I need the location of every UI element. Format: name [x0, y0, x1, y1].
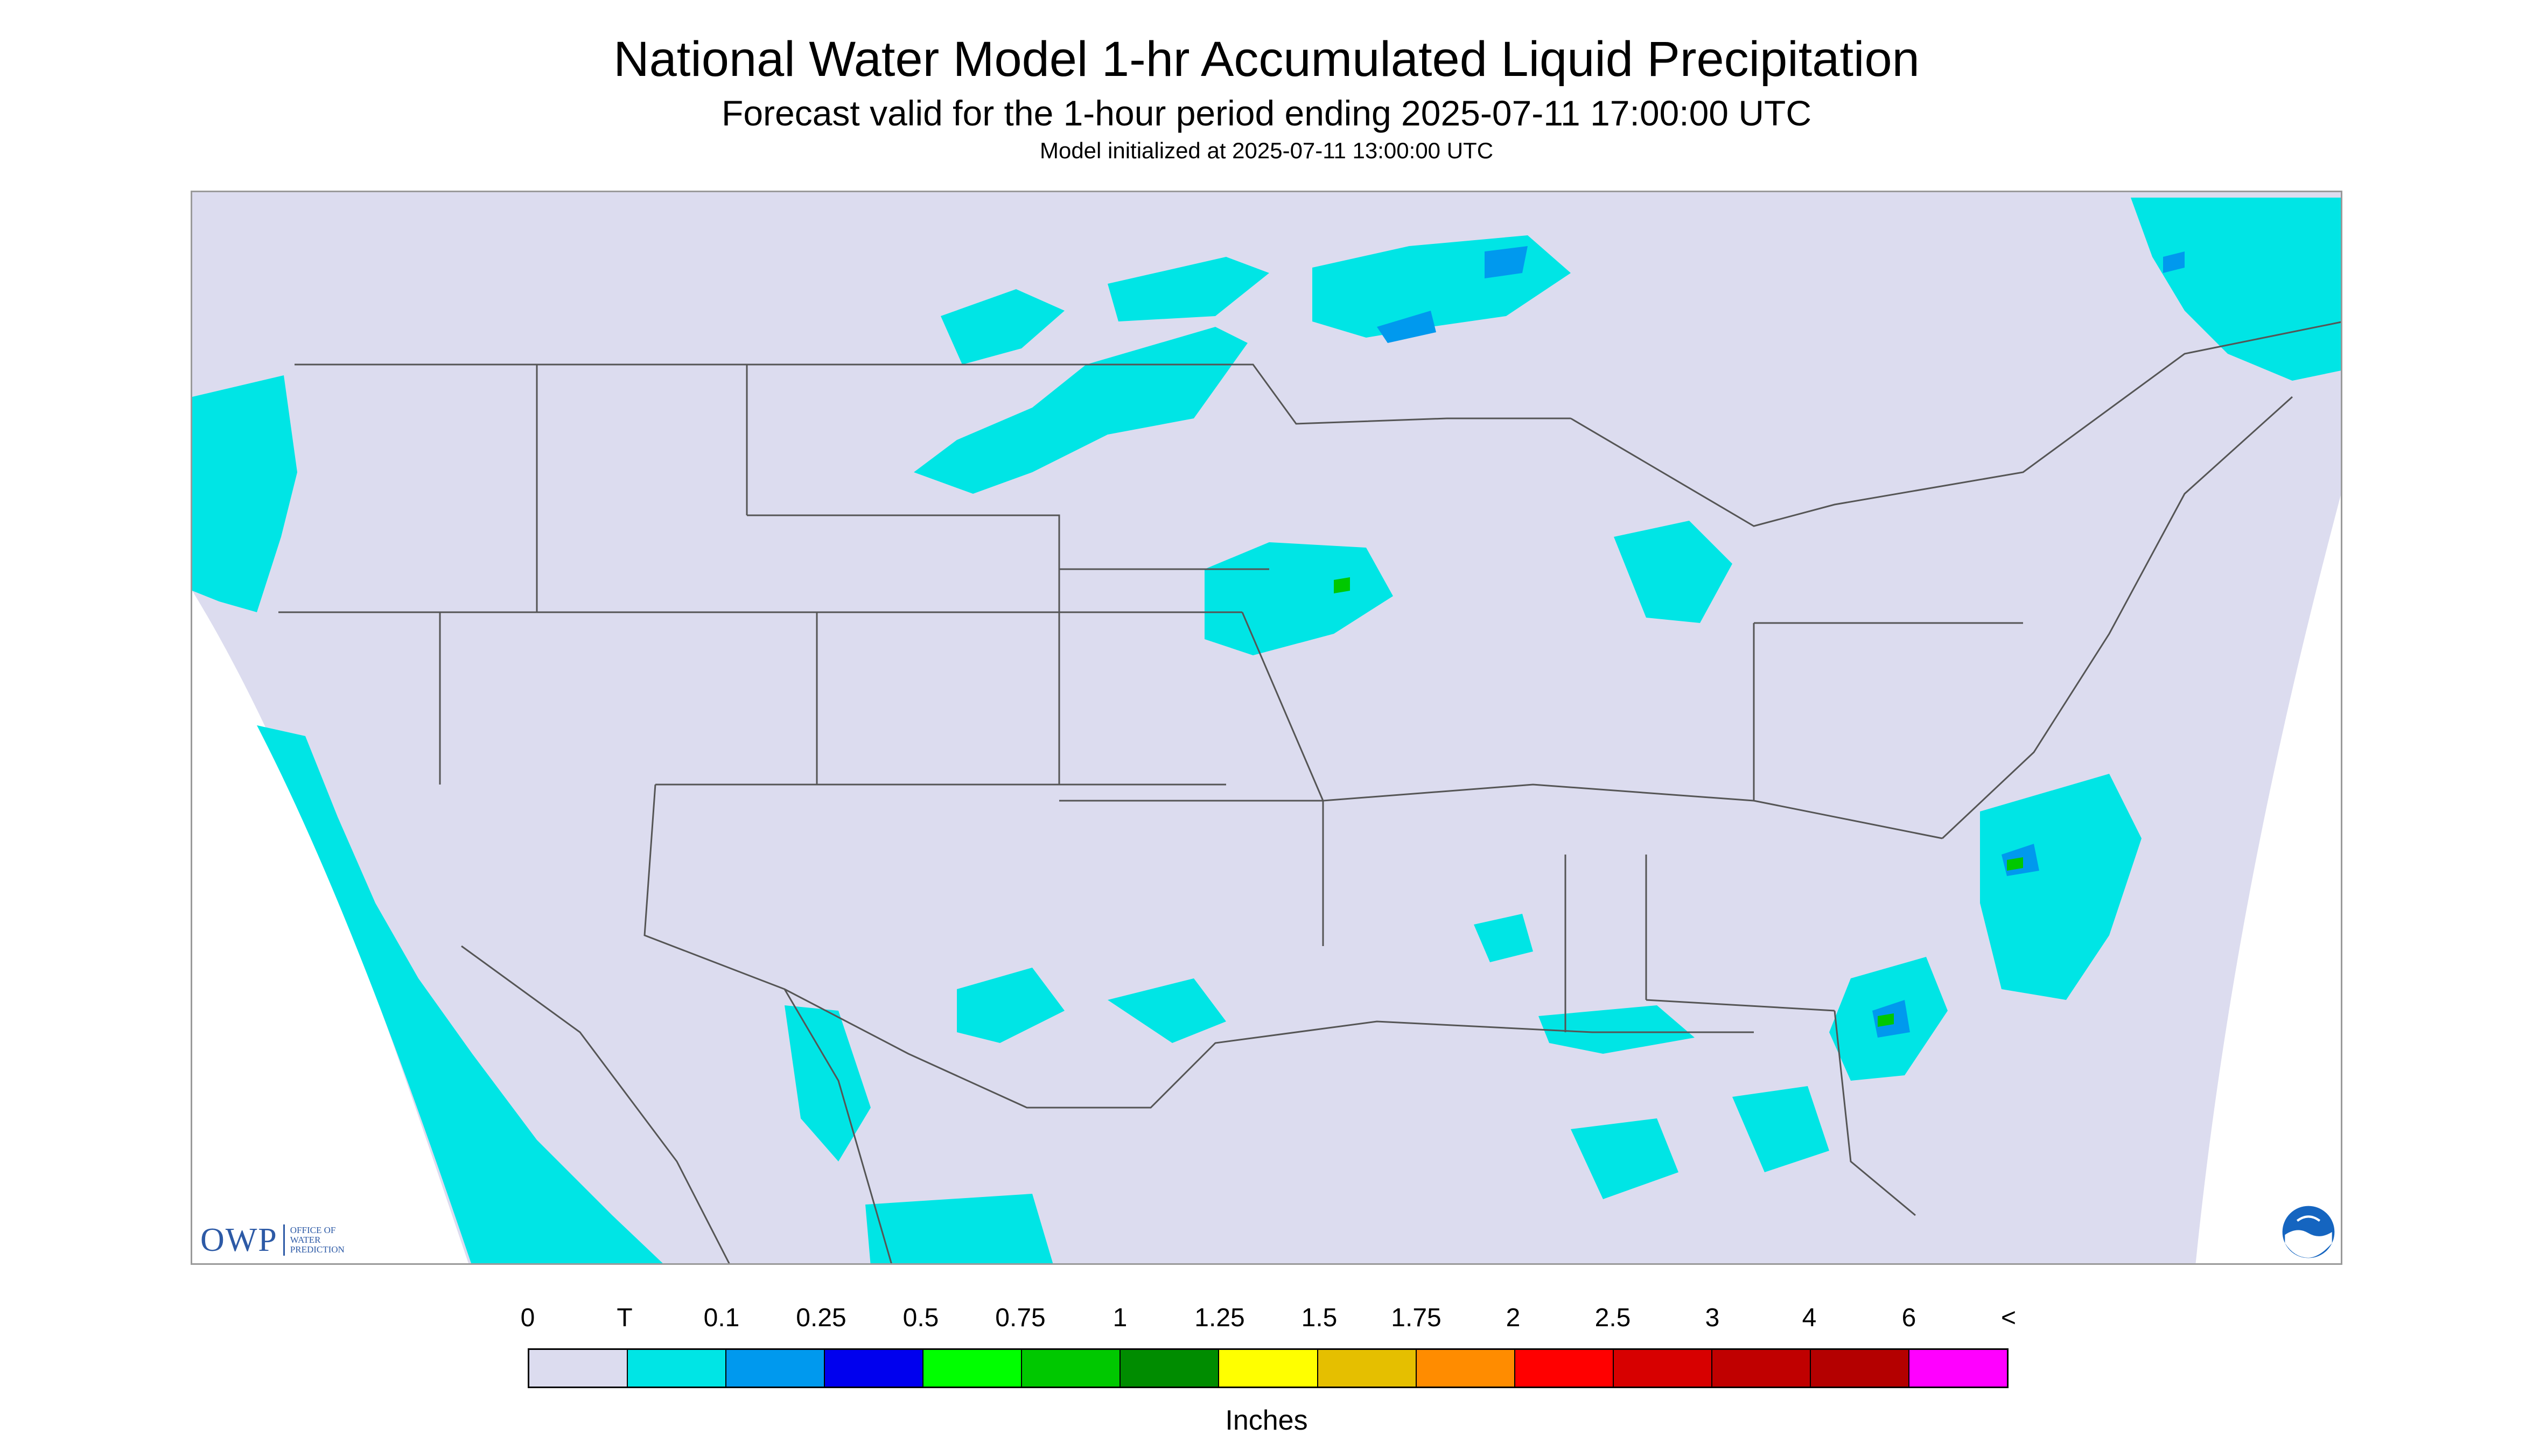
owp-logo-mark: OWP	[200, 1221, 278, 1258]
legend-label: 1.5	[1301, 1304, 1338, 1332]
legend-labels: 0 T 0.1 0.25 0.5 0.75 1 1.25 1.5 1.75 2 …	[0, 1303, 2533, 1335]
precipitation-map	[191, 191, 2342, 1265]
map-subtitle: Forecast valid for the 1-hour period end…	[722, 93, 1811, 133]
legend-swatch	[1022, 1350, 1121, 1387]
owp-logo: OWP OFFICE OF WATER PREDICTION	[200, 1221, 345, 1259]
legend-label: 6	[1901, 1304, 1916, 1332]
legend-label: 4	[1802, 1304, 1817, 1332]
legend-label: <	[2000, 1304, 2017, 1332]
legend-swatch	[1810, 1350, 1909, 1387]
legend-swatch	[825, 1350, 924, 1387]
map-title: National Water Model 1-hr Accumulated Li…	[613, 32, 1920, 87]
legend-swatch	[1318, 1350, 1417, 1387]
legend-label: 1	[1112, 1304, 1128, 1332]
precip-moderate	[1334, 577, 2023, 1027]
map-canvas	[192, 192, 2341, 1263]
legend-swatch	[1515, 1350, 1614, 1387]
legend-swatch	[529, 1350, 628, 1387]
legend-label: 0.5	[902, 1304, 939, 1332]
legend-label: T	[617, 1304, 633, 1332]
legend-swatch	[1219, 1350, 1318, 1387]
boundaries	[278, 321, 2341, 1263]
projection-area	[192, 192, 2341, 1263]
color-legend	[528, 1348, 2009, 1388]
legend-swatch	[726, 1350, 825, 1387]
legend-label: 1.75	[1391, 1304, 1442, 1332]
legend-swatch	[1613, 1350, 1712, 1387]
legend-label: 2.5	[1594, 1304, 1631, 1332]
legend-label: 3	[1705, 1304, 1720, 1332]
owp-logo-divider	[283, 1224, 285, 1256]
legend-units: Inches	[1225, 1405, 1308, 1436]
model-init-time: Model initialized at 2025-07-11 13:00:00…	[1039, 138, 1494, 163]
legend-label: 1.25	[1194, 1304, 1245, 1332]
legend-label: 0.75	[995, 1304, 1046, 1332]
legend-label: 0	[520, 1304, 535, 1332]
noaa-logo	[2280, 1204, 2336, 1260]
legend-swatch	[923, 1350, 1023, 1387]
legend-swatch	[1416, 1350, 1515, 1387]
legend-swatch	[628, 1350, 727, 1387]
legend-label: 0.1	[703, 1304, 740, 1332]
legend-swatch	[1121, 1350, 1220, 1387]
owp-logo-text: OFFICE OF WATER PREDICTION	[290, 1225, 345, 1255]
legend-swatch	[1909, 1350, 2007, 1387]
legend-swatch	[1712, 1350, 1811, 1387]
legend-label: 0.25	[796, 1304, 846, 1332]
legend-label: 2	[1506, 1304, 1521, 1332]
